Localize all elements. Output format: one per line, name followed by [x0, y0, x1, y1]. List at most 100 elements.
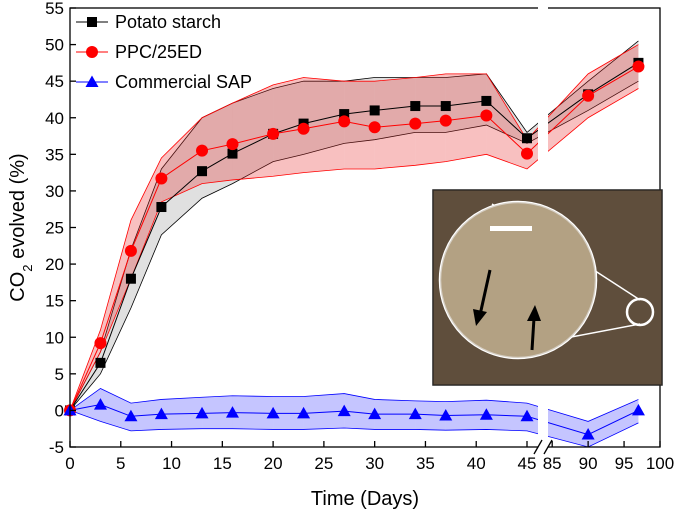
- error-band: [588, 399, 639, 447]
- axis-break-mark: [543, 439, 553, 455]
- error-band: [374, 77, 416, 169]
- error-band: [344, 393, 375, 430]
- marker: [480, 109, 493, 122]
- marker: [582, 89, 595, 102]
- marker: [195, 406, 209, 419]
- band-edge: [69, 388, 639, 422]
- error-band: [130, 168, 162, 308]
- marker: [155, 172, 168, 185]
- x-tick-label: 25: [314, 454, 333, 473]
- error-band: [527, 73, 589, 169]
- error-band: [202, 103, 233, 184]
- x-tick-label: 10: [162, 454, 181, 473]
- legend-label: Commercial SAP: [115, 72, 252, 92]
- y-tick-label: 55: [45, 0, 64, 18]
- marker: [631, 403, 645, 416]
- marker: [339, 109, 350, 120]
- axis-break-gap: [538, 6, 548, 10]
- band-edge: [69, 88, 639, 411]
- marker: [226, 138, 239, 151]
- legend-label: Potato starch: [115, 12, 221, 32]
- marker: [520, 409, 534, 422]
- legend-marker: [86, 46, 98, 58]
- y-axis-label: CO2 evolved (%): [7, 153, 35, 301]
- x-tick-label: 40: [467, 454, 486, 473]
- marker: [439, 114, 452, 127]
- series-line: [69, 62, 639, 411]
- y-tick-label: 40: [45, 109, 64, 128]
- error-band: [303, 393, 345, 430]
- marker: [94, 337, 107, 350]
- marker: [369, 105, 380, 116]
- error-band: [202, 103, 233, 199]
- y-axis-label-part: CO: [7, 272, 29, 302]
- error-band: [232, 84, 274, 180]
- marker: [409, 117, 422, 130]
- axis-break-gap: [538, 445, 548, 449]
- marker: [266, 406, 280, 419]
- x-tick-label: 95: [615, 454, 634, 473]
- marker: [337, 404, 351, 417]
- x-tick-label: 45: [518, 454, 537, 473]
- x-tick-label: 15: [213, 454, 232, 473]
- marker: [125, 273, 136, 284]
- marker: [521, 147, 533, 160]
- marker: [196, 144, 209, 157]
- series-line: [69, 66, 639, 411]
- marker: [156, 202, 167, 213]
- y-tick-label: 25: [45, 219, 64, 238]
- marker: [479, 408, 493, 420]
- x-tick-label: 35: [416, 454, 435, 473]
- marker: [297, 122, 310, 135]
- y-tick-label: -5: [49, 438, 64, 457]
- error-band: [415, 400, 446, 431]
- y-tick-label: 10: [45, 328, 64, 347]
- y-axis-label-part: 2: [20, 264, 35, 271]
- x-tick-label: 90: [579, 454, 598, 473]
- error-band: [161, 117, 203, 235]
- error-band: [415, 73, 446, 166]
- x-tick-label: 0: [65, 454, 74, 473]
- marker: [368, 121, 381, 134]
- y-tick-label: 35: [45, 145, 64, 164]
- x-tick-label: 5: [116, 454, 125, 473]
- error-band: [100, 388, 131, 431]
- y-tick-label: 50: [45, 36, 64, 55]
- marker: [297, 406, 311, 419]
- marker: [267, 127, 280, 140]
- y-tick-label: 15: [45, 292, 64, 311]
- y-tick-label: 0: [55, 401, 64, 420]
- marker: [225, 406, 239, 418]
- marker: [124, 244, 137, 257]
- marker: [410, 101, 421, 112]
- marker: [522, 133, 532, 144]
- marker: [439, 409, 453, 421]
- error-band: [202, 395, 233, 429]
- error-band: [130, 157, 162, 279]
- inset-photo: [432, 189, 663, 386]
- marker: [581, 428, 595, 440]
- marker: [95, 357, 106, 368]
- error-band: [161, 117, 203, 202]
- error-band: [486, 73, 527, 144]
- y-tick-label: 45: [45, 72, 64, 91]
- marker: [124, 409, 138, 422]
- marker: [338, 115, 351, 128]
- series-line: [69, 404, 639, 436]
- y-tick-label: 30: [45, 182, 64, 201]
- marker: [154, 407, 168, 420]
- marker: [408, 407, 422, 420]
- marker: [197, 166, 208, 177]
- x-tick-label: 20: [264, 454, 283, 473]
- error-band: [344, 81, 375, 169]
- error-band: [415, 77, 446, 133]
- x-axis-label: Time (Days): [311, 488, 419, 510]
- x-tick-label: 85: [543, 454, 562, 473]
- axis-break-mark: [533, 439, 543, 455]
- markers: [63, 57, 645, 440]
- marker: [440, 101, 451, 112]
- error-band: [273, 77, 304, 177]
- error-band: [344, 77, 375, 144]
- error-band: [486, 73, 527, 169]
